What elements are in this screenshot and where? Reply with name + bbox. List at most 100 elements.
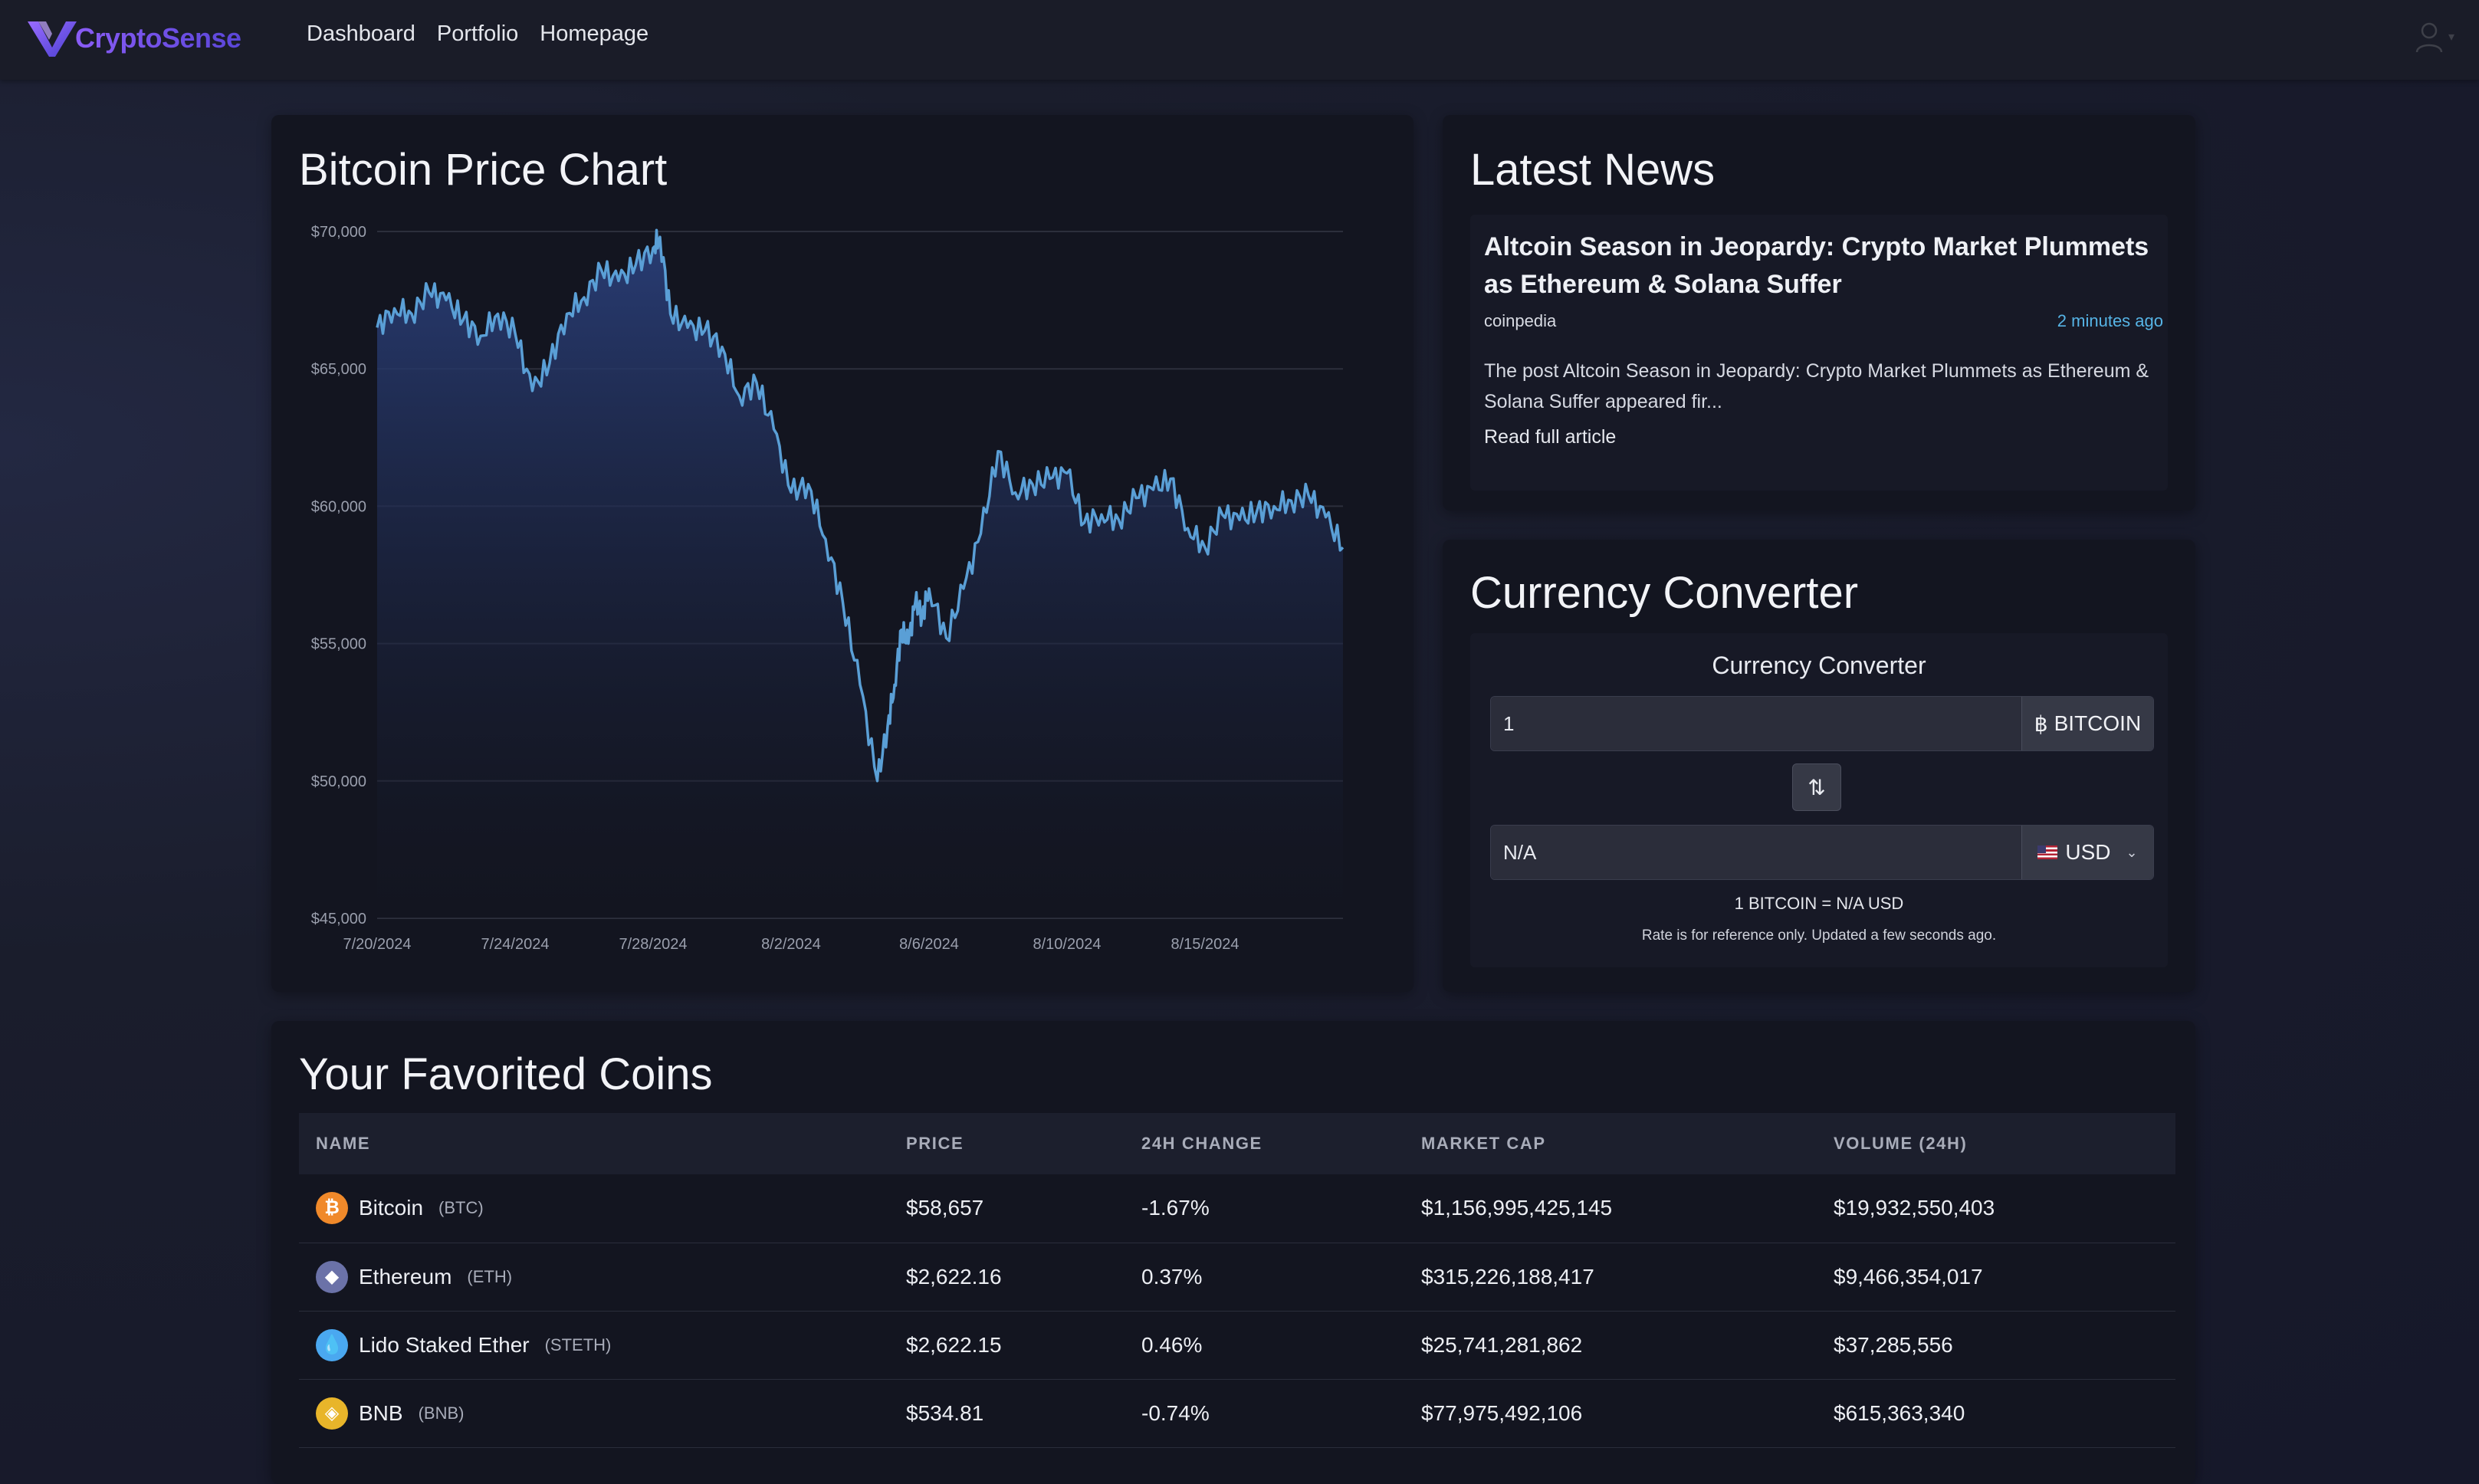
col-volume[interactable]: VOLUME (24H) [1834, 1134, 1968, 1153]
coin-name-cell: ₿ Bitcoin (BTC) [299, 1174, 889, 1243]
coin-price: $534.81 [889, 1379, 1125, 1448]
coin-name[interactable]: Bitcoin [359, 1196, 424, 1220]
nav-homepage[interactable]: Homepage [540, 21, 649, 46]
coin-icon: ◆ [316, 1260, 348, 1293]
coin-symbol: (ETH) [467, 1266, 513, 1286]
nav-links: Dashboard Portfolio Homepage [307, 21, 648, 47]
price-line[interactable] [376, 228, 1345, 783]
x-tick-label: 7/20/2024 [343, 936, 412, 953]
favorites-card-title: Your Favorited Coins [299, 1049, 713, 1099]
x-tick-label: 8/10/2024 [1033, 936, 1102, 953]
coin-price: $2,622.15 [889, 1311, 1125, 1380]
y-tick-label: $65,000 [311, 361, 366, 378]
col-name[interactable]: NAME [316, 1134, 371, 1153]
to-currency-text: USD [2065, 840, 2111, 864]
read-article-link[interactable]: Read full article [1484, 426, 1617, 448]
chevron-down-icon: ⌄ [2126, 844, 2138, 860]
y-tick-label: $70,000 [311, 224, 366, 241]
v-logo-icon [28, 21, 77, 57]
table-row[interactable]: 💧 Lido Staked Ether (STETH) $2,622.15 0.46% $… [299, 1311, 2175, 1380]
coin-volume: $19,932,550,403 [1817, 1174, 2175, 1243]
nav-portfolio[interactable]: Portfolio [436, 21, 519, 46]
coin-icon: ₿ [316, 1192, 348, 1225]
favorites-table: NAME PRICE 24H CHANGE MARKET CAP VOLUME … [299, 1113, 2175, 1448]
coin-market-cap: $77,975,492,106 [1404, 1379, 1817, 1448]
table-row[interactable]: ◆ Ethereum (ETH) $2,622.16 0.37% $315,226,188… [299, 1243, 2175, 1312]
price-area [377, 230, 1343, 918]
news-item: Altcoin Season in Jeopardy: Crypto Marke… [1470, 215, 2168, 491]
table-header-row: NAME PRICE 24H CHANGE MARKET CAP VOLUME … [299, 1113, 2175, 1174]
chart-card-title: Bitcoin Price Chart [299, 145, 668, 195]
navbar: CryptoSense Dashboard Portfolio Homepage… [0, 0, 2479, 80]
favorites-card: Your Favorited Coins NAME PRICE 24H CHAN… [271, 1021, 2195, 1484]
coin-price: $2,622.16 [889, 1243, 1125, 1312]
converter-heading: Currency Converter [1712, 652, 1926, 679]
coin-name-cell: ◈ BNB (BNB) [299, 1379, 889, 1448]
coin-market-cap: $25,741,281,862 [1404, 1311, 1817, 1380]
news-description: The post Altcoin Season in Jeopardy: Cry… [1484, 360, 2149, 412]
brand-logo[interactable]: CryptoSense [26, 15, 241, 61]
x-tick-label: 8/6/2024 [899, 936, 959, 953]
swap-vertical-icon: ⇅ [1808, 775, 1826, 799]
coin-symbol: (BNB) [418, 1403, 465, 1423]
y-tick-label: $60,000 [311, 498, 366, 515]
from-currency-text: BITCOIN [2054, 711, 2142, 735]
coin-name-cell: ◆ Ethereum (ETH) [299, 1243, 889, 1312]
coin-change: 0.46% [1125, 1311, 1404, 1380]
coin-symbol: (STETH) [544, 1335, 612, 1354]
price-chart-card: Bitcoin Price Chart $45,000 $50,000 $55,00… [271, 115, 1414, 992]
coin-market-cap: $315,226,188,417 [1404, 1243, 1817, 1312]
coin-name[interactable]: Lido Staked Ether [359, 1332, 530, 1357]
news-time: 2 minutes ago [2057, 311, 2163, 330]
from-amount-input[interactable] [1491, 697, 2021, 750]
col-market-cap[interactable]: MARKET CAP [1421, 1134, 1546, 1153]
coin-name[interactable]: BNB [359, 1400, 403, 1425]
coin-name[interactable]: Ethereum [359, 1264, 452, 1289]
chevron-down-icon: ▾ [2448, 31, 2455, 44]
user-menu[interactable]: ▾ [2415, 20, 2454, 54]
to-input-group: USD ⌄ [1490, 825, 2154, 880]
coin-change: -0.74% [1125, 1379, 1404, 1448]
rate-line: 1 BITCOIN = N/A USD [1734, 894, 1904, 913]
converter-card: Currency Converter Currency Converter ฿ … [1443, 540, 2195, 992]
col-change[interactable]: 24H CHANGE [1141, 1134, 1262, 1153]
to-amount-input[interactable] [1491, 826, 2021, 879]
x-tick-label: 7/24/2024 [481, 936, 550, 953]
coin-icon: ◈ [316, 1397, 348, 1430]
user-icon [2415, 22, 2443, 53]
news-card: Latest News Altcoin Season in Jeopardy: … [1443, 115, 2195, 511]
rate-note: Rate is for reference only. Updated a fe… [1641, 927, 1997, 944]
coin-name-cell: 💧 Lido Staked Ether (STETH) [299, 1311, 889, 1380]
x-tick-label: 8/15/2024 [1171, 936, 1240, 953]
coin-icon: 💧 [316, 1328, 348, 1361]
from-currency-label: ฿ BITCOIN [2021, 697, 2153, 750]
news-card-title: Latest News [1470, 145, 1716, 195]
table-row[interactable]: ₿ Bitcoin (BTC) $58,657 -1.67% $1,156,995,425… [299, 1174, 2175, 1243]
from-input-group: ฿ BITCOIN [1490, 696, 2154, 751]
coin-market-cap: $1,156,995,425,145 [1404, 1174, 1817, 1243]
converter-panel: Currency Converter ฿ BITCOIN ⇅ USD ⌄ 1 B… [1470, 633, 2168, 967]
news-source: coinpedia [1484, 311, 1557, 330]
bitcoin-icon: ฿ [2034, 711, 2048, 736]
coin-price: $58,657 [889, 1174, 1125, 1243]
nav-dashboard[interactable]: Dashboard [307, 21, 415, 46]
x-tick-label: 8/2/2024 [761, 936, 821, 953]
coin-change: 0.37% [1125, 1243, 1404, 1312]
coin-change: -1.67% [1125, 1174, 1404, 1243]
y-tick-label: $50,000 [311, 773, 366, 790]
converter-card-title: Currency Converter [1470, 568, 1859, 618]
to-currency-select[interactable]: USD ⌄ [2021, 826, 2153, 879]
swap-button[interactable]: ⇅ [1792, 763, 1841, 811]
table-row[interactable]: ◈ BNB (BNB) $534.81 -0.74% $77,975,492,106 $61… [299, 1379, 2175, 1448]
y-tick-label: $45,000 [311, 911, 366, 927]
y-tick-label: $55,000 [311, 636, 366, 653]
brand-name: CryptoSense [75, 22, 241, 54]
col-price[interactable]: PRICE [906, 1134, 964, 1153]
coin-volume: $9,466,354,017 [1817, 1243, 2175, 1312]
coin-symbol: (BTC) [438, 1198, 484, 1218]
x-tick-label: 7/28/2024 [619, 936, 688, 953]
us-flag-icon [2037, 845, 2058, 859]
coin-volume: $615,363,340 [1817, 1379, 2175, 1448]
news-headline[interactable]: Altcoin Season in Jeopardy: Crypto Marke… [1484, 232, 2149, 299]
coin-volume: $37,285,556 [1817, 1311, 2175, 1380]
